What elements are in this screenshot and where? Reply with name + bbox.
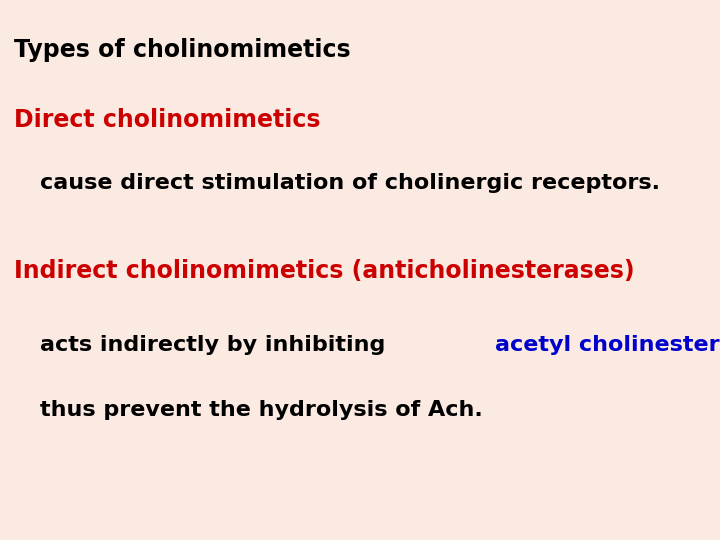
- Text: Types of cholinomimetics: Types of cholinomimetics: [14, 38, 351, 62]
- Text: Indirect cholinomimetics (anticholinesterases): Indirect cholinomimetics (anticholineste…: [14, 259, 635, 283]
- Text: cause direct stimulation of cholinergic receptors.: cause direct stimulation of cholinergic …: [40, 173, 660, 193]
- Text: thus prevent the hydrolysis of Ach.: thus prevent the hydrolysis of Ach.: [40, 400, 482, 420]
- Text: acetyl cholinesterase: acetyl cholinesterase: [495, 335, 720, 355]
- Text: acts indirectly by inhibiting: acts indirectly by inhibiting: [40, 335, 392, 355]
- Text: Direct cholinomimetics: Direct cholinomimetics: [14, 108, 321, 132]
